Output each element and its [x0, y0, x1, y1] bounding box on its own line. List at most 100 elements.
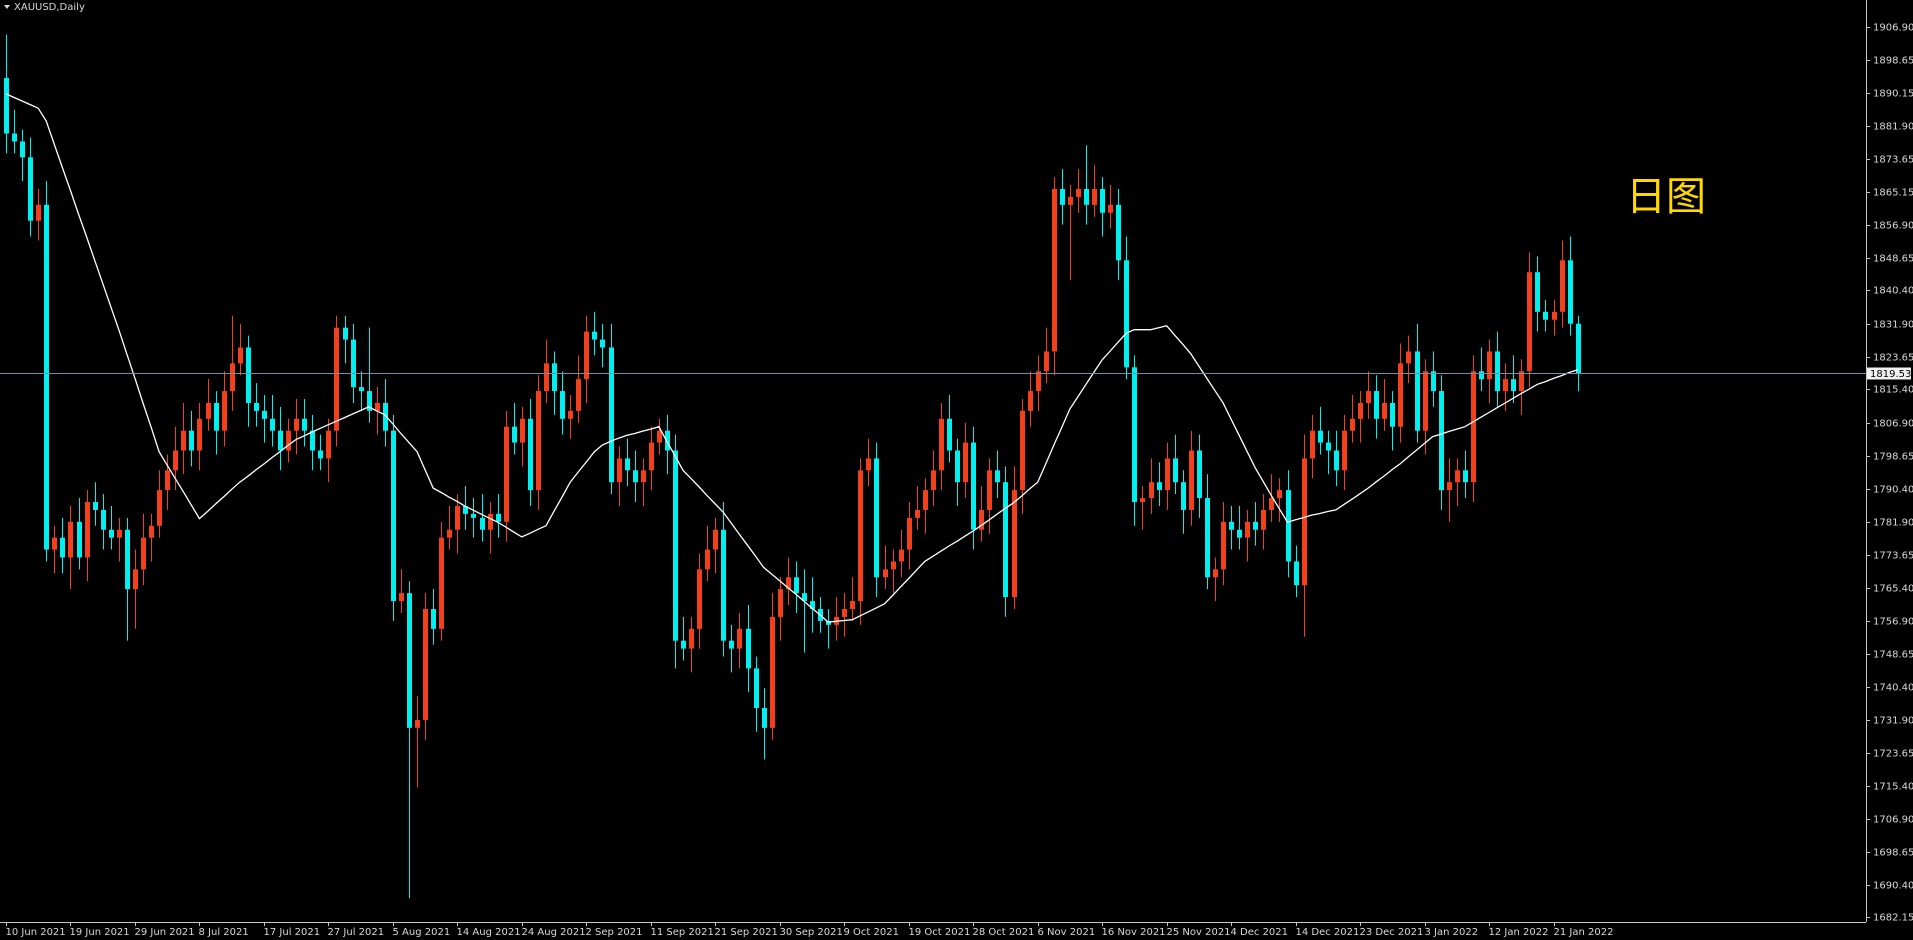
candle-body	[326, 430, 331, 459]
candle-body	[600, 339, 605, 348]
candle-body	[1415, 351, 1420, 431]
candle-body	[1519, 371, 1524, 392]
candle-body	[1310, 430, 1315, 459]
candle-body	[609, 347, 614, 483]
candle-body	[762, 708, 767, 728]
candle-body	[294, 418, 299, 431]
y-tick-label: 1715.40	[1873, 782, 1913, 793]
y-tick-label: 1773.65	[1873, 551, 1913, 562]
candle-body	[1052, 188, 1057, 352]
candle-body	[367, 391, 372, 411]
candle-body	[955, 450, 960, 483]
candle-body	[512, 426, 517, 443]
candle-body	[85, 502, 90, 558]
candle-body	[1036, 371, 1041, 392]
candle-body	[939, 418, 944, 471]
candle-body	[1261, 509, 1266, 530]
x-tick-label: 10 Jun 2021	[6, 927, 66, 938]
candle-body	[488, 513, 493, 530]
candle-body	[971, 442, 976, 530]
y-tick-label: 1906.90	[1873, 23, 1913, 34]
candle-body	[673, 450, 678, 641]
y-tick-label: 1682.15	[1873, 913, 1913, 924]
candle-body	[173, 450, 178, 471]
x-tick-label: 24 Aug 2021	[522, 927, 586, 938]
candle-body	[157, 490, 162, 526]
moving-average	[5, 93, 1578, 623]
candle-body	[1221, 521, 1226, 570]
candle-body	[423, 608, 428, 720]
candle-body	[1334, 450, 1339, 471]
candle-body	[560, 391, 565, 419]
candle-body	[1302, 458, 1307, 586]
price-tag	[1867, 367, 1911, 380]
y-tick-label: 1898.65	[1873, 56, 1913, 67]
candle-body	[1455, 470, 1460, 483]
candle-body	[754, 668, 759, 709]
candle-body	[455, 505, 460, 530]
candle-body	[125, 529, 130, 590]
y-tick-label: 1848.65	[1873, 254, 1913, 265]
candle-body	[149, 525, 154, 538]
y-tick-label: 1698.65	[1873, 848, 1913, 859]
candle-body	[713, 529, 718, 550]
candle-body	[866, 458, 871, 471]
candle-body	[1076, 188, 1081, 197]
candle-body	[1495, 351, 1500, 392]
candle-body	[1535, 272, 1540, 312]
candle-body	[1157, 482, 1162, 491]
candle-body	[1012, 490, 1017, 598]
candle-body	[1213, 569, 1218, 578]
candle-body	[1197, 450, 1202, 499]
candle-body	[415, 719, 420, 728]
x-tick-label: 19 Oct 2021	[909, 927, 971, 938]
candle-body	[681, 640, 686, 649]
candle-body	[544, 363, 549, 392]
candle-body	[36, 204, 41, 221]
candle-body	[697, 569, 702, 629]
candle-body	[1431, 371, 1436, 392]
candle-body	[318, 450, 323, 459]
x-tick-label: 8 Jul 2021	[199, 927, 249, 938]
candle-body	[1326, 442, 1331, 451]
candle-body	[109, 529, 114, 538]
y-tick-label: 1765.40	[1873, 584, 1913, 595]
candle-body	[246, 347, 251, 403]
y-tick-label: 1706.90	[1873, 815, 1913, 826]
candle-body	[995, 470, 1000, 483]
candle-body	[181, 430, 186, 451]
candle-body	[431, 608, 436, 629]
candle-body	[238, 347, 243, 364]
candle-body	[480, 517, 485, 530]
candle-body	[302, 418, 307, 431]
candle-body	[689, 628, 694, 649]
candle-body	[649, 442, 654, 471]
candle-body	[1100, 188, 1105, 213]
y-tick-label: 1690.40	[1873, 881, 1913, 892]
y-tick-label: 1806.90	[1873, 419, 1913, 430]
candle-body	[1358, 402, 1363, 419]
candle-body	[568, 410, 573, 419]
candle-body	[794, 577, 799, 594]
candle-body	[1116, 204, 1121, 261]
candle-body	[101, 509, 106, 530]
x-tick-label: 14 Dec 2021	[1296, 927, 1360, 938]
x-tick-label: 21 Sep 2021	[715, 927, 778, 938]
y-tick-label: 1723.65	[1873, 749, 1913, 760]
candle-body	[197, 418, 202, 451]
candle-body	[1084, 188, 1089, 205]
x-tick-label: 5 Aug 2021	[393, 927, 451, 938]
x-tick-label: 12 Jan 2022	[1489, 927, 1549, 938]
candle-body	[1181, 482, 1186, 510]
candle-body	[1382, 402, 1387, 419]
candle-body	[1318, 430, 1323, 443]
candle-body	[1374, 391, 1379, 419]
candle-body	[1398, 363, 1403, 427]
x-tick-label: 9 Oct 2021	[844, 927, 899, 938]
y-tick-label: 1881.90	[1873, 122, 1913, 133]
candle-body	[463, 505, 468, 514]
candle-body	[222, 391, 227, 431]
candle-body	[334, 327, 339, 431]
